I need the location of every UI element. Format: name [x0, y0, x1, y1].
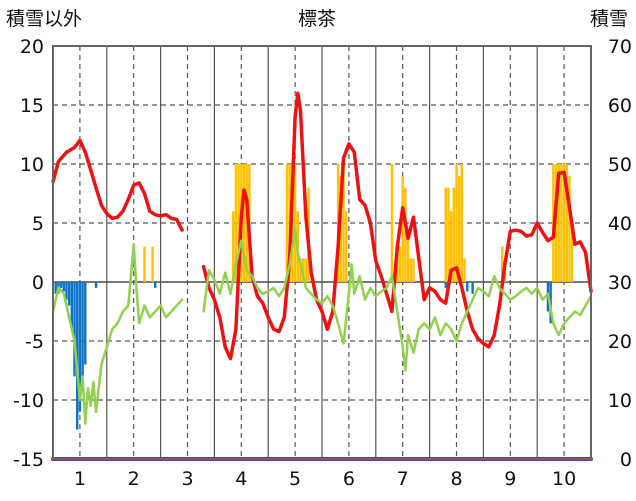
snow-depth-bar: [301, 258, 305, 282]
x-tick-label: 5: [289, 468, 301, 490]
left-tick-label: -10: [13, 390, 44, 412]
snow-depth-bar: [285, 164, 289, 282]
snow-depth-bar: [293, 164, 297, 282]
right-tick-label: 20: [608, 331, 632, 353]
right-axis-title: 積雪: [590, 8, 628, 30]
blue-bar: [154, 282, 157, 288]
right-tick-label: 50: [608, 154, 632, 176]
snow-depth-bar: [501, 246, 504, 282]
blue-bar: [84, 282, 87, 365]
blue-bar: [471, 282, 474, 294]
right-tick-label: 40: [608, 213, 632, 235]
snow-depth-bar: [242, 164, 246, 282]
bar-series: [54, 164, 574, 430]
left-tick-label: 20: [20, 36, 44, 58]
left-axis-title: 積雪以外: [6, 8, 82, 30]
x-tick-label: 9: [504, 468, 516, 490]
snow-depth-bar: [151, 246, 154, 282]
snow-depth-bar: [398, 246, 402, 282]
snow-depth-bar: [409, 258, 412, 282]
snow-depth-bar: [401, 175, 404, 282]
snow-depth-bar: [457, 175, 461, 282]
blue-bar: [62, 282, 65, 292]
left-tick-label: -15: [13, 449, 44, 471]
red-series-line: [51, 91, 593, 361]
left-tick-label: -5: [25, 331, 44, 353]
snow-depth-bar: [143, 246, 146, 282]
snow-depth-bar: [460, 164, 464, 282]
right-tick-label: 0: [620, 449, 632, 471]
left-tick-label: 5: [32, 213, 44, 235]
x-tick-label: 2: [128, 468, 140, 490]
blue-bar: [73, 282, 76, 377]
x-tick-label: 6: [343, 468, 355, 490]
blue-bar: [65, 282, 68, 300]
snow-depth-bar: [390, 164, 394, 282]
blue-bar: [81, 282, 84, 377]
blue-bar: [67, 282, 71, 306]
x-tick-label: 8: [450, 468, 462, 490]
snow-depth-bar: [342, 164, 345, 282]
snow-depth-bar: [444, 187, 447, 282]
chart-title: 標茶: [298, 8, 336, 30]
blue-bar: [75, 282, 79, 430]
snow-depth-bar: [232, 211, 235, 282]
x-tick-label: 7: [397, 468, 409, 490]
blue-bar: [54, 282, 57, 294]
plot-frame: [52, 45, 592, 460]
x-tick-label: 4: [235, 468, 247, 490]
snow-depth-bar: [237, 164, 240, 282]
left-tick-label: 0: [32, 272, 44, 294]
snow-depth-bar: [560, 164, 563, 282]
blue-bar: [94, 282, 98, 288]
snow-depth-bar: [299, 258, 302, 282]
axis-tick-labels: -15 -10 -5 0 5 10 15 20 0 10 20 30 40 50 60 70 1 2 3 4 5 6 7 8 9…: [13, 36, 632, 490]
snow-depth-bar: [234, 164, 238, 282]
right-tick-label: 70: [608, 36, 632, 58]
snow-depth-bar: [304, 258, 308, 282]
x-tick-label: 3: [181, 468, 193, 490]
blue-bar: [466, 282, 469, 292]
snow-depth-bar: [406, 234, 410, 282]
x-tick-label: 10: [552, 468, 576, 490]
snow-depth-bar: [447, 187, 450, 282]
green-series-line: [51, 227, 593, 425]
snow-depth-bar: [344, 211, 348, 282]
snow-depth-bar: [570, 223, 574, 282]
blue-bar: [59, 282, 63, 288]
snow-depth-bar: [557, 164, 560, 282]
left-tick-label: 15: [20, 95, 44, 117]
snow-depth-bar: [455, 164, 458, 282]
snow-depth-bar: [412, 258, 415, 282]
x-tick-label: 1: [74, 468, 86, 490]
snow-depth-bar: [452, 187, 456, 282]
snow-depth-bar: [562, 164, 566, 282]
snow-depth-bar: [449, 211, 453, 282]
snow-depth-bar: [463, 258, 466, 282]
left-tick-label: 10: [20, 154, 44, 176]
snow-depth-bar: [404, 187, 407, 282]
right-tick-label: 60: [608, 95, 632, 117]
right-tick-label: 30: [608, 272, 632, 294]
blue-bar: [78, 282, 82, 412]
right-tick-label: 10: [608, 390, 632, 412]
blue-bar: [70, 282, 74, 330]
snow-depth-bar: [568, 175, 571, 282]
snow-depth-bar: [565, 164, 569, 282]
blue-bar: [444, 282, 447, 288]
